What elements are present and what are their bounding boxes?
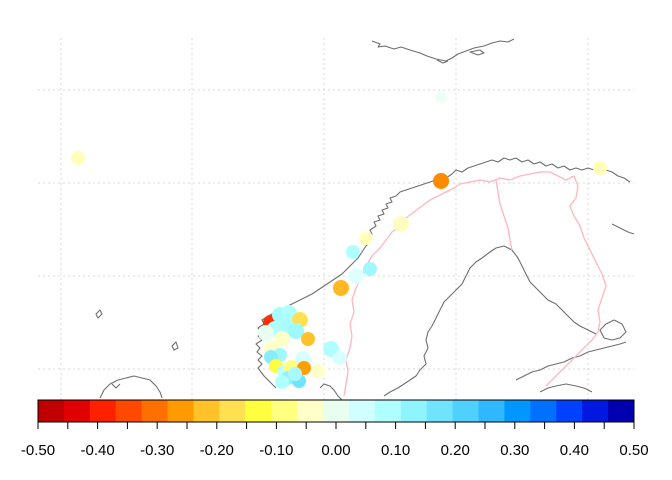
station-point [333, 351, 347, 365]
country-borders [343, 171, 607, 397]
map-grid [38, 38, 634, 400]
sweden-finland-border [495, 179, 513, 251]
coastline [71, 38, 635, 401]
station-point [363, 262, 377, 276]
norway-sweden-border [343, 183, 461, 397]
colorbar-segment [323, 400, 350, 422]
colorbar-segment [348, 400, 376, 422]
colorbar-tick-label: -0.40 [80, 442, 114, 459]
station-point [288, 367, 302, 381]
station-point [71, 151, 85, 165]
station-point [393, 216, 409, 232]
norway-coast [255, 157, 631, 389]
colorbar: -0.50 -0.40 -0.30 -0.20 -0.10 0.00 0.10 0.20 0.3… [21, 399, 649, 459]
faroe-coast [95, 309, 103, 319]
colorbar-segment [582, 400, 609, 422]
colorbar-tick-label: 0.10 [381, 442, 410, 459]
colorbar-segment [167, 400, 194, 422]
station-point [593, 161, 607, 175]
colorbar-segment [478, 400, 505, 422]
station-points [71, 91, 607, 389]
station-point [275, 375, 289, 389]
station-point [435, 91, 447, 103]
colorbar-segment [530, 400, 557, 422]
colorbar-tick-label: -0.20 [200, 442, 234, 459]
colorbar-tick-label: 0.20 [441, 442, 470, 459]
colorbar-segment [193, 400, 220, 422]
colorbar-segment [400, 400, 428, 422]
station-point [348, 268, 364, 284]
colorbar-tick-label: 0.00 [321, 442, 350, 459]
station-point [258, 325, 274, 341]
denmark-coast [319, 383, 343, 401]
colorbar-segment [504, 400, 531, 422]
station-point [346, 245, 360, 259]
station-point [274, 331, 290, 347]
scotland-coast [99, 375, 163, 399]
station-point [301, 332, 315, 346]
colorbar-segment [426, 400, 454, 422]
station-point [359, 233, 371, 245]
colorbar-segment [38, 400, 65, 422]
colorbar-segment [271, 400, 298, 422]
colorbar-segment [374, 400, 402, 422]
station-point [323, 341, 339, 357]
station-point [433, 173, 449, 189]
colorbar-segment [63, 400, 91, 422]
finland-russia-border [545, 175, 607, 387]
colorbar-tick-label: -0.50 [21, 442, 55, 459]
norway-finland-border [459, 171, 575, 185]
station-point [288, 323, 304, 339]
svalbard-coast [371, 38, 515, 62]
station-point [333, 280, 349, 296]
colorbar-tick-label: 0.40 [560, 442, 589, 459]
colorbar-segment [556, 400, 583, 422]
colorbar-segment [115, 400, 143, 422]
shetland-coast [171, 341, 179, 351]
colorbar-tick-label: 0.50 [619, 442, 648, 459]
colorbar-segment [141, 400, 169, 422]
colorbar-tick-label: -0.10 [259, 442, 293, 459]
colorbar-segment [245, 400, 272, 422]
station-point [311, 364, 325, 378]
bothnia-coast [409, 245, 513, 381]
colorbar-tick-label: -0.30 [140, 442, 174, 459]
colorbar-segment [297, 400, 324, 422]
colorbar-segment [608, 400, 635, 422]
colorbar-segment [89, 400, 117, 422]
colorbar-segment [219, 400, 246, 422]
colorbar-tick-label: 0.30 [500, 442, 529, 459]
colorbar-segment [452, 400, 480, 422]
